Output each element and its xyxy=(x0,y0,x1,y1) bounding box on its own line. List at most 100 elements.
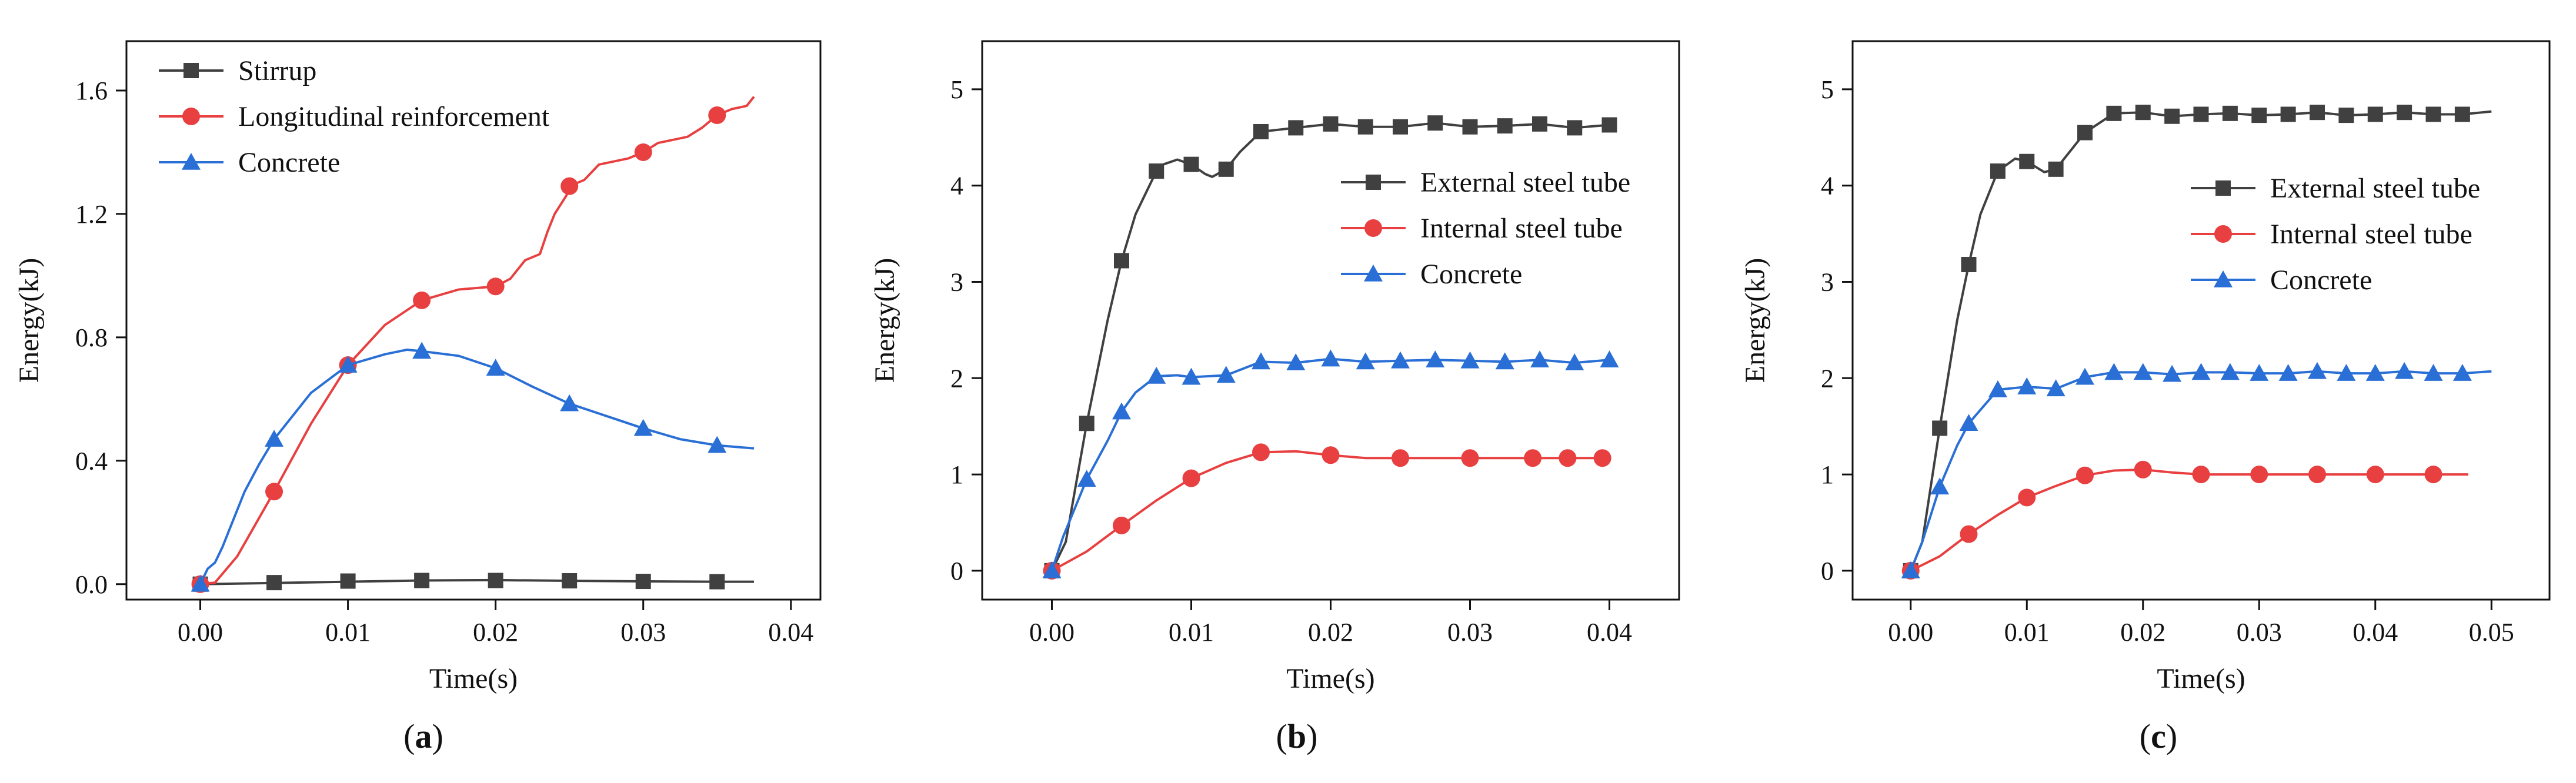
data-point xyxy=(1323,116,1339,132)
x-tick-label: 0.01 xyxy=(325,618,371,647)
data-point xyxy=(1461,449,1479,467)
x-tick-label: 0.03 xyxy=(620,618,666,647)
data-point xyxy=(709,574,725,590)
data-point xyxy=(1565,353,1584,370)
data-point xyxy=(2048,161,2064,177)
data-point xyxy=(2280,106,2296,122)
data-point xyxy=(2222,105,2238,121)
data-point xyxy=(1497,118,1513,134)
data-point xyxy=(708,106,726,124)
x-tick-label: 0.04 xyxy=(1587,618,1632,647)
series-external-steel-tube xyxy=(1903,105,2492,578)
data-point xyxy=(2193,106,2209,122)
data-point xyxy=(1286,353,1306,370)
y-tick-label: 0.4 xyxy=(75,447,108,476)
data-point xyxy=(2135,105,2151,121)
data-point xyxy=(2308,466,2326,484)
data-point xyxy=(2076,466,2094,484)
data-point xyxy=(1079,416,1095,431)
legend-label: Internal steel tube xyxy=(2270,219,2472,250)
data-point xyxy=(2191,363,2211,380)
data-point xyxy=(1426,350,1445,367)
x-tick-label: 0.02 xyxy=(1308,618,1353,647)
data-point xyxy=(2425,106,2441,122)
panel-label-open: ( xyxy=(403,717,415,755)
data-point xyxy=(2164,108,2180,124)
y-tick-label: 0 xyxy=(950,557,963,585)
data-point xyxy=(2424,466,2442,484)
x-tick-label: 0.01 xyxy=(2004,618,2050,647)
series-stirrup xyxy=(192,573,754,592)
data-point xyxy=(1427,115,1443,131)
panel-label-close: ) xyxy=(1306,717,1317,755)
panel-label-close: ) xyxy=(2166,717,2177,755)
data-point xyxy=(1460,351,1480,369)
y-tick-label: 0 xyxy=(1821,557,1834,585)
legend-marker xyxy=(182,108,200,125)
data-point xyxy=(1218,161,1234,177)
data-point xyxy=(2337,364,2356,381)
data-point xyxy=(2018,488,2036,507)
data-point xyxy=(2192,466,2210,484)
data-point xyxy=(265,483,283,501)
data-point xyxy=(1567,120,1583,136)
data-point xyxy=(2278,364,2298,381)
y-tick-label: 1.2 xyxy=(75,200,108,229)
legend-entry: Concrete xyxy=(159,147,340,178)
legend-entry: External steel tube xyxy=(2191,173,2480,204)
legend-marker xyxy=(2214,225,2232,243)
data-point xyxy=(635,574,651,590)
x-tick-label: 0.03 xyxy=(2237,618,2282,647)
data-point xyxy=(1077,470,1096,487)
y-tick-label: 1.6 xyxy=(75,76,108,105)
legend-marker xyxy=(1366,175,1381,190)
panel-label-letter: b xyxy=(1287,717,1306,755)
data-point xyxy=(1930,477,1950,495)
panel-label: (a) xyxy=(403,717,443,755)
y-tick-label: 1 xyxy=(1821,460,1834,489)
legend-marker xyxy=(1364,265,1383,282)
data-point xyxy=(1321,349,1340,367)
legend-label: Stirrup xyxy=(238,55,316,86)
legend-label: Concrete xyxy=(238,147,340,178)
x-tick-label: 0.02 xyxy=(473,618,518,647)
data-point xyxy=(1961,257,1977,272)
data-point xyxy=(1990,163,2006,179)
legend-label: External steel tube xyxy=(2270,173,2480,204)
y-tick-label: 0.8 xyxy=(75,323,108,352)
data-point xyxy=(1042,561,1062,578)
y-tick-label: 4 xyxy=(1821,172,1834,200)
x-tick-label: 0.00 xyxy=(178,618,223,647)
y-tick-label: 1 xyxy=(950,460,963,489)
x-tick-label: 0.00 xyxy=(1888,618,1933,647)
data-point xyxy=(2397,105,2413,121)
data-point xyxy=(1113,516,1130,534)
x-tick-label: 0.02 xyxy=(2120,618,2165,647)
data-point xyxy=(1252,352,1270,370)
data-point xyxy=(2367,106,2383,122)
data-point xyxy=(1559,449,1577,467)
data-point xyxy=(1183,156,1199,172)
data-point xyxy=(1216,366,1236,383)
data-point xyxy=(634,143,652,161)
data-point xyxy=(486,277,505,296)
legend-marker xyxy=(182,153,201,170)
series-external-steel-tube xyxy=(1044,115,1617,578)
panel-label-close: ) xyxy=(432,717,443,755)
data-point xyxy=(2454,106,2470,122)
data-point xyxy=(1524,449,1542,467)
data-point xyxy=(2366,466,2384,484)
data-point xyxy=(414,573,430,588)
series-line xyxy=(1910,468,2468,572)
data-point xyxy=(2308,362,2327,379)
y-tick-label: 3 xyxy=(1821,267,1834,296)
legend-label: Longitudinal reinforcement xyxy=(238,101,550,132)
data-point xyxy=(2133,363,2153,380)
y-tick-label: 4 xyxy=(950,172,963,200)
data-point xyxy=(633,419,653,436)
y-axis-title: Energy(kJ) xyxy=(1740,258,1771,383)
y-tick-label: 2 xyxy=(1821,364,1834,393)
data-point xyxy=(1357,119,1373,135)
data-point xyxy=(1149,163,1164,179)
